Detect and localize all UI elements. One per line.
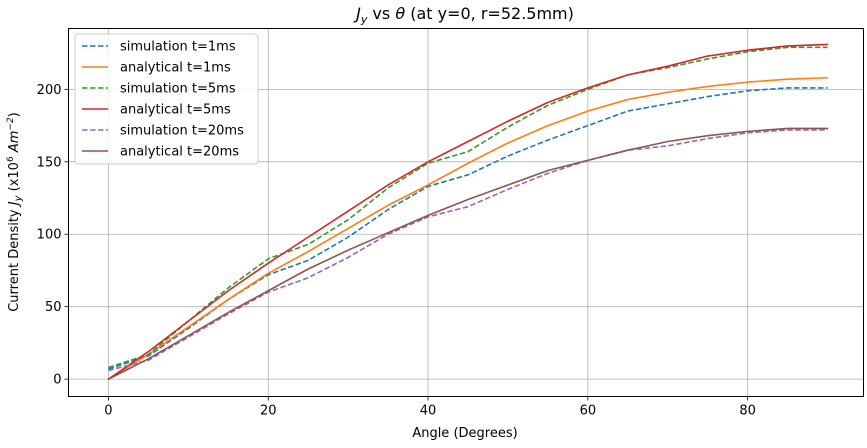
- x-tick-label: 80: [739, 404, 756, 419]
- legend-label: analytical t=1ms: [120, 61, 231, 76]
- legend-label: analytical t=20ms: [120, 145, 239, 160]
- x-tick-label: 20: [260, 404, 277, 419]
- x-tick-label: 0: [104, 404, 112, 419]
- y-tick-label: 0: [53, 373, 61, 388]
- y-label-unit: Am: [7, 131, 22, 157]
- title-middle: vs: [367, 4, 395, 23]
- y-tick-label: 100: [37, 228, 62, 243]
- series-line-analytical-t-20ms: [107, 127, 829, 380]
- title-theta: θ: [395, 4, 405, 23]
- series-lines: [107, 43, 829, 380]
- title-rest: (at y=0, r=52.5mm): [405, 4, 574, 23]
- legend-label: analytical t=5ms: [120, 103, 231, 118]
- legend-label: simulation t=5ms: [120, 82, 236, 97]
- y-axis-label: Current Density Jy (x106 Am−2): [6, 112, 24, 312]
- title-variable: J: [353, 4, 361, 23]
- y-label-variable: J: [7, 201, 22, 208]
- y-tick-label: 50: [45, 300, 62, 315]
- y-label-close: ): [7, 112, 22, 117]
- legend: simulation t=1ms analytical t=1ms simulati…: [74, 33, 259, 165]
- y-label-unit-exponent: −2: [6, 117, 16, 131]
- x-tick-label: 60: [580, 404, 597, 419]
- legend-box: [74, 33, 259, 165]
- x-axis-label: Angle (Degrees): [412, 426, 517, 441]
- legend-label: simulation t=1ms: [120, 40, 236, 55]
- y-label-subscript: y: [13, 194, 24, 202]
- title-variable-subscript: y: [360, 13, 368, 26]
- plot-frame: [68, 28, 864, 397]
- legend-label: simulation t=20ms: [120, 124, 244, 139]
- series-line-analytical-t-1ms: [107, 76, 829, 380]
- y-label-open: (x10: [7, 162, 22, 195]
- series-line-analytical-t-5ms: [107, 43, 829, 380]
- y-label-prefix: Current Density: [7, 205, 22, 312]
- series-line-simulation-t-20ms: [108, 129, 828, 372]
- y-label-exponent: 6: [6, 156, 16, 162]
- x-tick-label: 40: [420, 404, 437, 419]
- y-tick-label: 150: [37, 155, 62, 170]
- axis-ticks: 0 20 40 60 80 0 50 100 150 200: [37, 83, 756, 419]
- series-line-simulation-t-5ms: [108, 46, 828, 369]
- chart-title: Jy vs θ (at y=0, r=52.5mm): [353, 4, 574, 26]
- y-tick-label: 200: [37, 83, 62, 98]
